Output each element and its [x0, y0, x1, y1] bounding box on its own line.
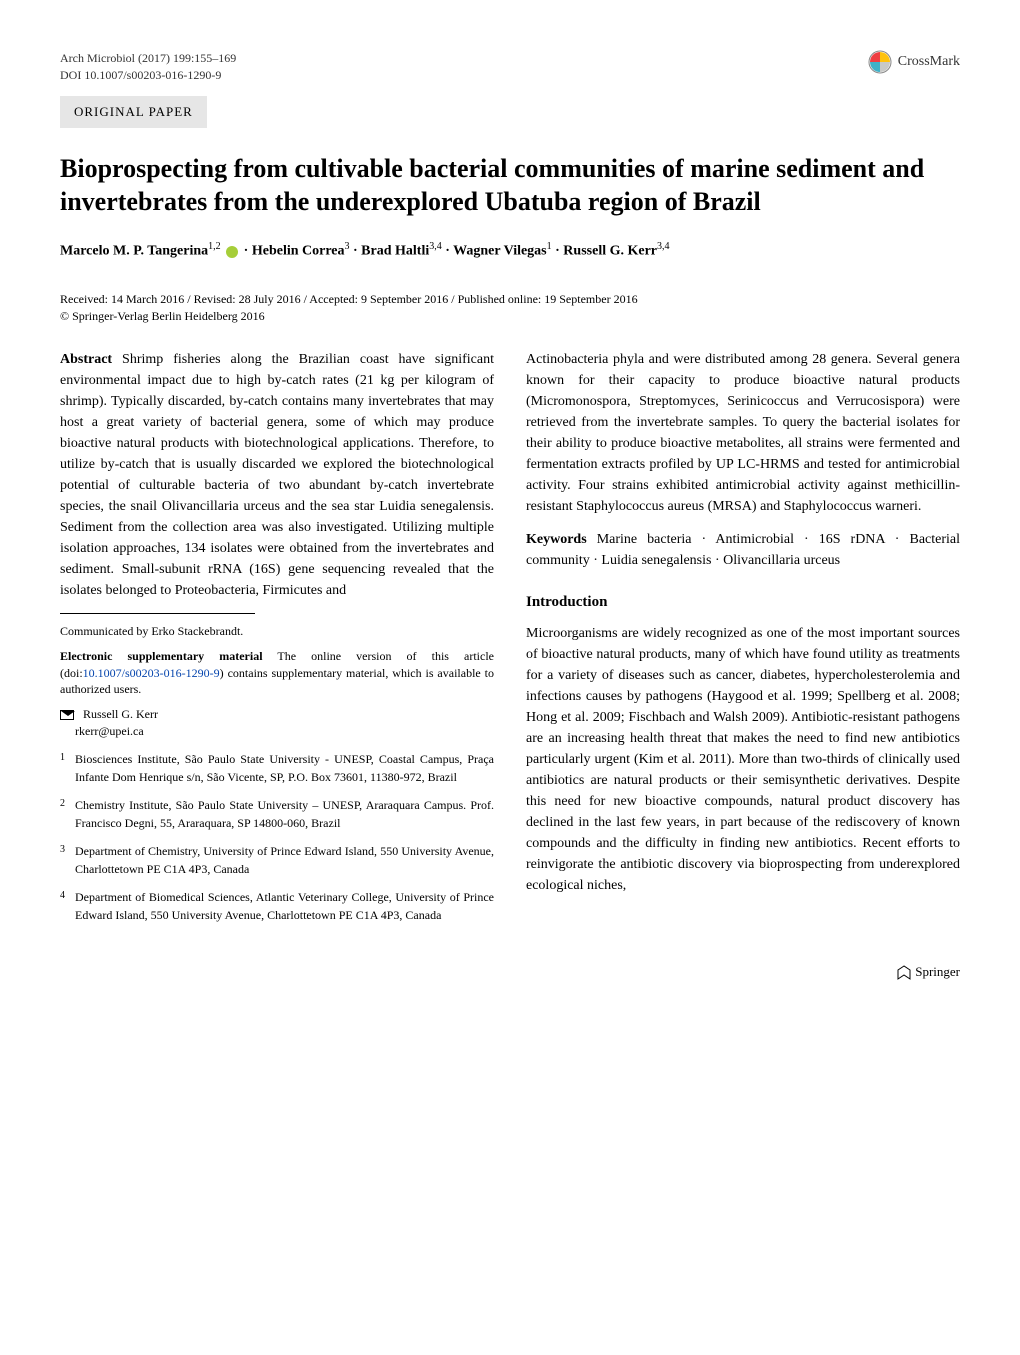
affiliation-item: 2 Chemistry Institute, São Paulo State Un…	[60, 796, 494, 832]
corr-name: Russell G. Kerr	[83, 707, 158, 721]
keywords-block: Keywords Marine bacteria · Antimicrobial…	[526, 529, 960, 571]
left-column: Abstract Shrimp fisheries along the Braz…	[60, 349, 494, 934]
affiliation-number: 2	[60, 796, 65, 832]
footnote-divider	[60, 613, 255, 614]
affiliation-text: Biosciences Institute, São Paulo State U…	[75, 750, 494, 786]
affiliation-item: 1 Biosciences Institute, São Paulo State …	[60, 750, 494, 786]
affiliation-item: 3 Department of Chemistry, University of …	[60, 842, 494, 878]
envelope-icon	[60, 710, 74, 720]
doi-line: DOI 10.1007/s00203-016-1290-9	[60, 67, 236, 84]
esm-label: Electronic supplementary material	[60, 649, 263, 663]
affiliations-list: 1 Biosciences Institute, São Paulo State …	[60, 750, 494, 924]
springer-logo-icon	[896, 965, 912, 981]
publisher-name: Springer	[915, 964, 960, 979]
orcid-icon	[226, 246, 238, 258]
affiliation-text: Department of Biomedical Sciences, Atlan…	[75, 888, 494, 924]
keywords-text: Marine bacteria · Antimicrobial · 16S rD…	[526, 532, 960, 568]
abstract-text-part1: Shrimp fisheries along the Brazilian coa…	[60, 352, 494, 598]
corresponding-author: Russell G. Kerr rkerr@upei.ca	[60, 706, 494, 740]
keywords-label: Keywords	[526, 532, 587, 547]
article-dates: Received: 14 March 2016 / Revised: 28 Ju…	[60, 291, 960, 325]
author-list: Marcelo M. P. Tangerina1,2 · Hebelin Cor…	[60, 239, 960, 263]
journal-header: Arch Microbiol (2017) 199:155–169 DOI 10…	[60, 50, 236, 84]
affiliation-text: Department of Chemistry, University of P…	[75, 842, 494, 878]
copyright-line: © Springer-Verlag Berlin Heidelberg 2016	[60, 308, 960, 325]
affiliation-item: 4 Department of Biomedical Sciences, Atla…	[60, 888, 494, 924]
page-footer: Springer	[60, 964, 960, 981]
affiliation-number: 4	[60, 888, 65, 924]
crossmark-icon	[868, 50, 892, 74]
esm-doi-link[interactable]: 10.1007/s00203-016-1290-9	[83, 666, 220, 680]
affiliation-number: 3	[60, 842, 65, 878]
communicated-by: Communicated by Erko Stackebrandt.	[60, 622, 494, 640]
affiliation-text: Chemistry Institute, São Paulo State Uni…	[75, 796, 494, 832]
affiliation-number: 1	[60, 750, 65, 786]
article-title: Bioprospecting from cultivable bacterial…	[60, 152, 960, 220]
abstract-label: Abstract	[60, 352, 112, 367]
article-category: ORIGINAL PAPER	[60, 96, 207, 128]
journal-citation: Arch Microbiol (2017) 199:155–169	[60, 50, 236, 67]
corr-email: rkerr@upei.ca	[75, 724, 144, 738]
right-column: Actinobacteria phyla and were distribute…	[526, 349, 960, 934]
introduction-heading: Introduction	[526, 591, 960, 614]
dates-received: Received: 14 March 2016 / Revised: 28 Ju…	[60, 291, 960, 308]
abstract-paragraph: Abstract Shrimp fisheries along the Braz…	[60, 349, 494, 601]
introduction-text: Microorganisms are widely recognized as …	[526, 623, 960, 896]
esm-note: Electronic supplementary material The on…	[60, 648, 494, 698]
crossmark-label: CrossMark	[898, 54, 960, 70]
abstract-text-part2: Actinobacteria phyla and were distribute…	[526, 349, 960, 517]
crossmark-badge[interactable]: CrossMark	[868, 50, 960, 74]
